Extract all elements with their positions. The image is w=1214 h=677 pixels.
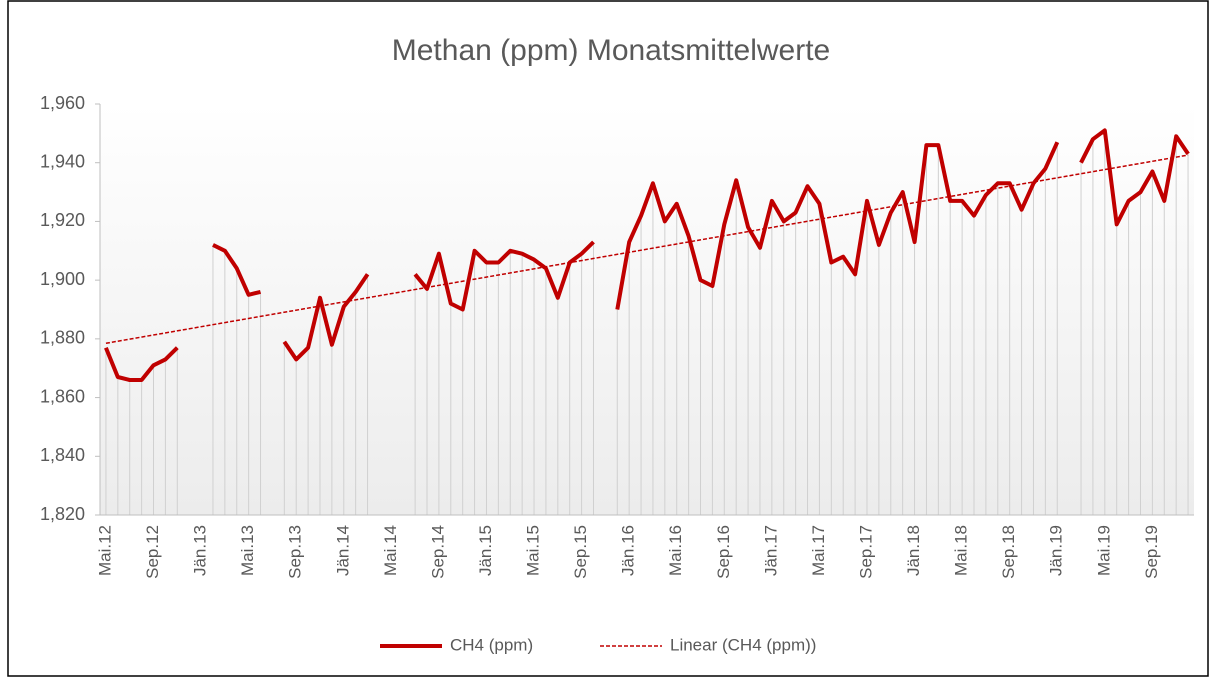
y-tick-label: 1,940: [40, 151, 85, 171]
x-tick-label: Mai.13: [238, 525, 257, 576]
x-tick-label: Mai.14: [381, 525, 400, 576]
plot-area: [100, 104, 1194, 515]
x-tick-label: Jän.17: [761, 525, 780, 576]
x-tick-label: Jän.14: [333, 525, 352, 576]
x-tick-label: Sep.16: [714, 525, 733, 579]
x-tick-label: Jän.13: [191, 525, 210, 576]
chart-title: Methan (ppm) Monatsmittelwerte: [392, 34, 831, 67]
x-tick-label: Mai.18: [952, 525, 971, 576]
x-tick-label: Jän.16: [619, 525, 638, 576]
x-tick-label: Jän.15: [476, 525, 495, 576]
x-tick-label: Sep.12: [143, 525, 162, 579]
x-tick-label: Mai.16: [666, 525, 685, 576]
legend-label: Linear (CH4 (ppm)): [670, 635, 816, 654]
x-tick-label: Sep.19: [1142, 525, 1161, 579]
y-tick-label: 1,960: [40, 93, 85, 113]
x-tick-label: Sep.14: [428, 525, 447, 579]
x-tick-label: Jän.18: [904, 525, 923, 576]
x-tick-label: Jän.19: [1047, 525, 1066, 576]
y-tick-label: 1,900: [40, 269, 85, 289]
trendline: [105, 154, 1189, 344]
y-tick-label: 1,920: [40, 210, 85, 230]
x-tick-label: Sep.17: [856, 525, 875, 579]
y-tick-label: 1,880: [40, 328, 85, 348]
series-line: [104, 128, 1190, 382]
y-tick-label: 1,860: [40, 386, 85, 406]
x-tick-label: Mai.19: [1094, 525, 1113, 576]
x-tick-label: Sep.15: [571, 525, 590, 579]
y-tick-label: 1,820: [40, 504, 85, 524]
x-tick-label: Sep.18: [999, 525, 1018, 579]
x-tick-label: Mai.15: [524, 525, 543, 576]
x-tick-label: Sep.13: [286, 525, 305, 579]
y-tick-label: 1,840: [40, 445, 85, 465]
x-tick-label: Mai.12: [95, 525, 114, 576]
legend-label: CH4 (ppm): [450, 635, 533, 654]
x-tick-label: Mai.17: [809, 525, 828, 576]
